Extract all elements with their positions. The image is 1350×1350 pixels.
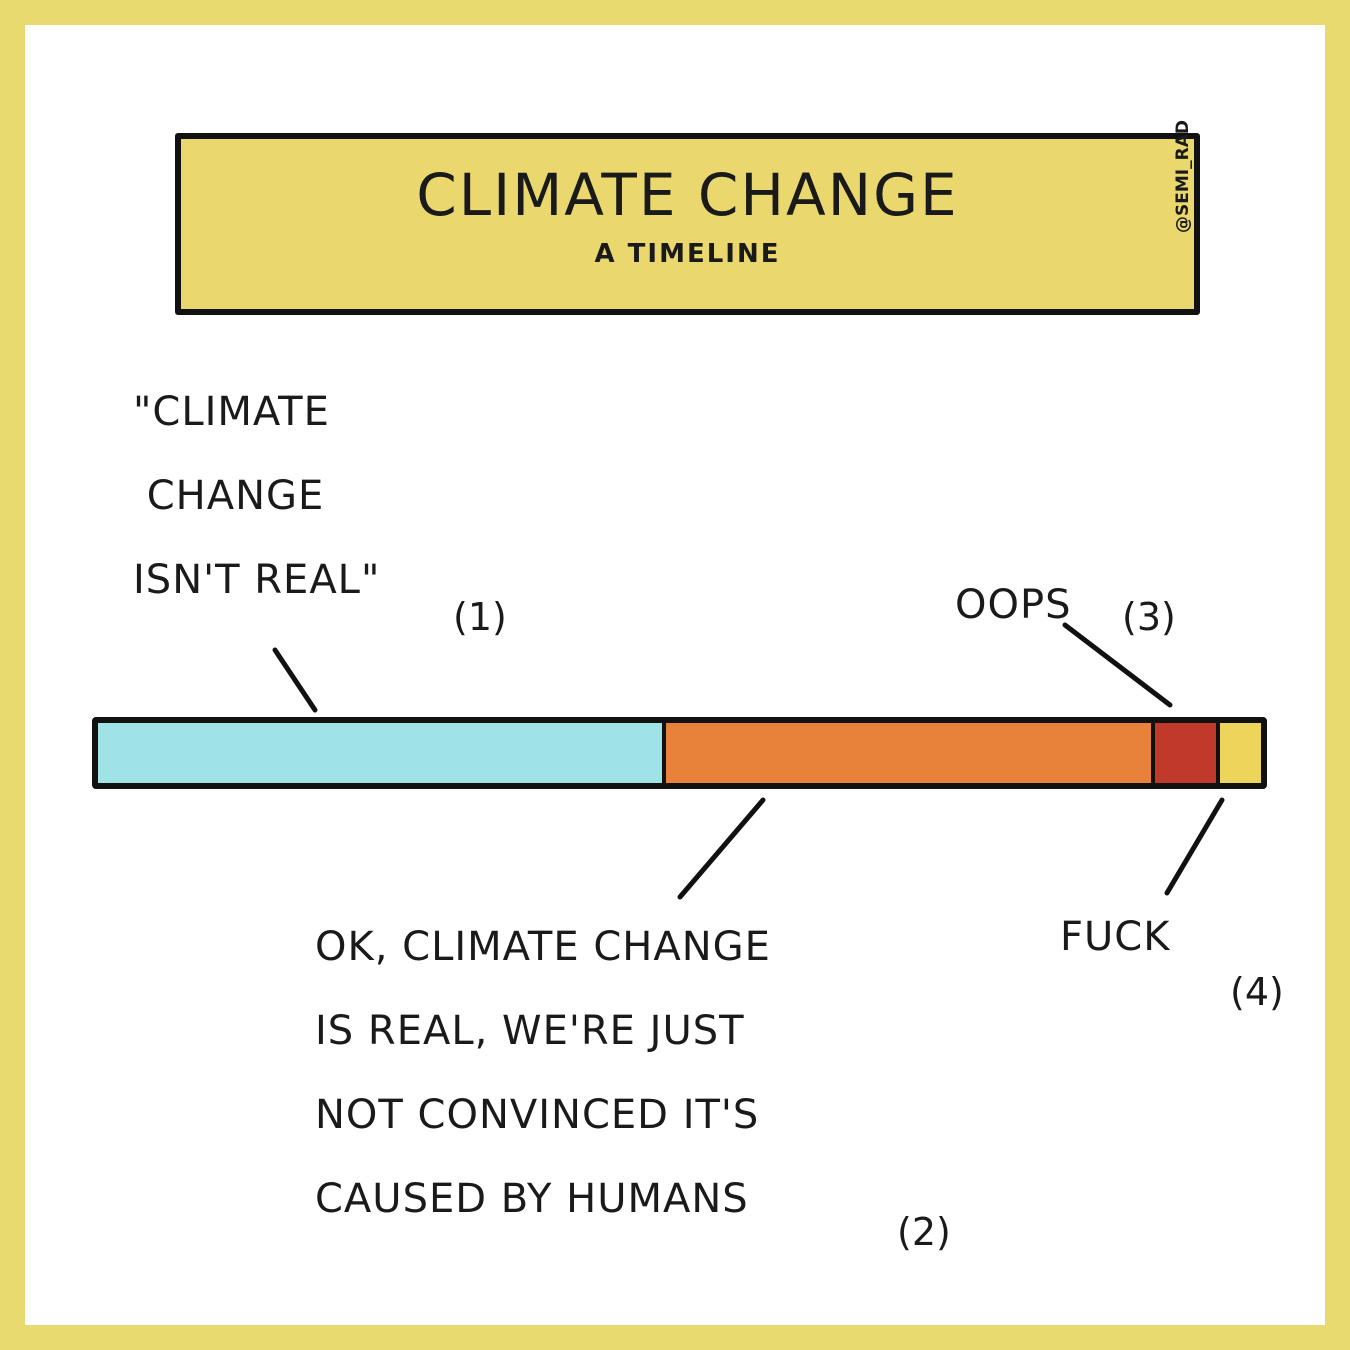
pointer-line-4 — [1164, 797, 1225, 896]
pointer-line-1 — [272, 647, 318, 713]
segment-not-human-caused — [662, 723, 1151, 783]
segment-denial — [98, 723, 663, 783]
stage-4-number: (4) — [1230, 970, 1284, 1014]
comic-panel: CLIMATE CHANGE A TIMELINE @SEMI_RAD "CLI… — [25, 25, 1325, 1325]
pointer-line-3 — [1062, 622, 1173, 708]
pointer-line-2 — [677, 797, 766, 900]
timeline-bar — [92, 717, 1267, 789]
stage-4-label: FUCK — [1060, 914, 1171, 960]
stage-2-number: (2) — [897, 1210, 951, 1254]
stage-2-label: OK, CLIMATE CHANGE IS REAL, WE'RE JUST N… — [315, 924, 771, 1222]
title-banner: CLIMATE CHANGE A TIMELINE — [175, 133, 1200, 315]
stage-1-label: "CLIMATE CHANGE ISN'T REAL" — [133, 389, 381, 603]
title: CLIMATE CHANGE — [416, 161, 959, 229]
segment-oops — [1150, 723, 1216, 783]
stage-3-number: (3) — [1122, 595, 1176, 639]
subtitle: A TIMELINE — [594, 239, 781, 269]
stage-1-number: (1) — [453, 595, 507, 639]
segment-final — [1215, 723, 1261, 783]
stage-3-label: OOPS — [955, 582, 1072, 628]
pointer-lines — [272, 622, 1225, 900]
